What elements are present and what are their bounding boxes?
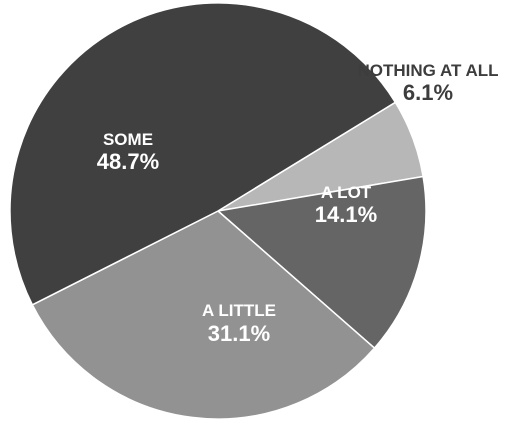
slice-value-some: 48.7% [97, 149, 159, 174]
pie-slice-a-lot [216, 175, 427, 350]
slice-label-nothing-at-all: NOTHING AT ALL [357, 61, 498, 80]
slice-value-a-little: 31.1% [208, 321, 270, 346]
slice-label-a-little: A LITTLE [202, 301, 276, 320]
slice-label-some: SOME [103, 130, 153, 149]
slice-value-a-lot: 14.1% [315, 202, 377, 227]
slice-label-a-lot: A LOT [321, 183, 372, 202]
slice-value-nothing-at-all: 6.1% [403, 80, 453, 105]
pie-slice-some [9, 2, 397, 306]
pie-slices [9, 2, 427, 420]
pie-slice-a-little [31, 210, 376, 420]
